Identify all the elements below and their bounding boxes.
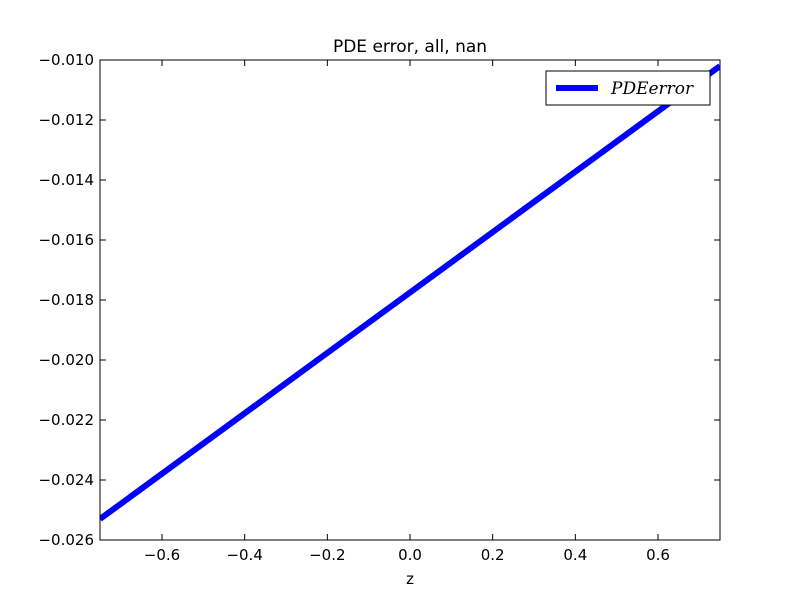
y-tick-label: −0.012 <box>38 111 94 129</box>
x-tick-label: 0.4 <box>563 546 587 564</box>
x-tick-label: −0.4 <box>226 546 262 564</box>
x-tick-label: −0.2 <box>309 546 345 564</box>
chart-title: PDE error, all, nan <box>333 37 487 57</box>
y-axis: −0.026 −0.024 −0.022 −0.020 −0.018 −0.016 −0.0… <box>38 51 720 549</box>
y-tick-label: −0.026 <box>38 531 94 549</box>
x-tick-label: −0.6 <box>144 546 180 564</box>
y-tick-label: −0.022 <box>38 411 94 429</box>
y-tick-label: −0.020 <box>38 351 94 369</box>
x-tick-label: 0.0 <box>398 546 422 564</box>
y-tick-label: −0.014 <box>38 171 94 189</box>
x-tick-label: 0.2 <box>481 546 505 564</box>
x-axis: −0.6 −0.4 −0.2 0.0 0.2 0.4 0.6 <box>144 60 670 564</box>
legend: PDEerror <box>545 70 711 106</box>
y-tick-label: −0.016 <box>38 231 94 249</box>
y-tick-label: −0.018 <box>38 291 94 309</box>
x-axis-label: z <box>406 570 414 588</box>
series-layer <box>100 63 720 522</box>
legend-label: PDEerror <box>610 79 694 99</box>
series-line <box>100 63 720 522</box>
y-tick-label: −0.010 <box>38 51 94 69</box>
y-tick-label: −0.024 <box>38 471 94 489</box>
x-tick-label: 0.6 <box>646 546 670 564</box>
